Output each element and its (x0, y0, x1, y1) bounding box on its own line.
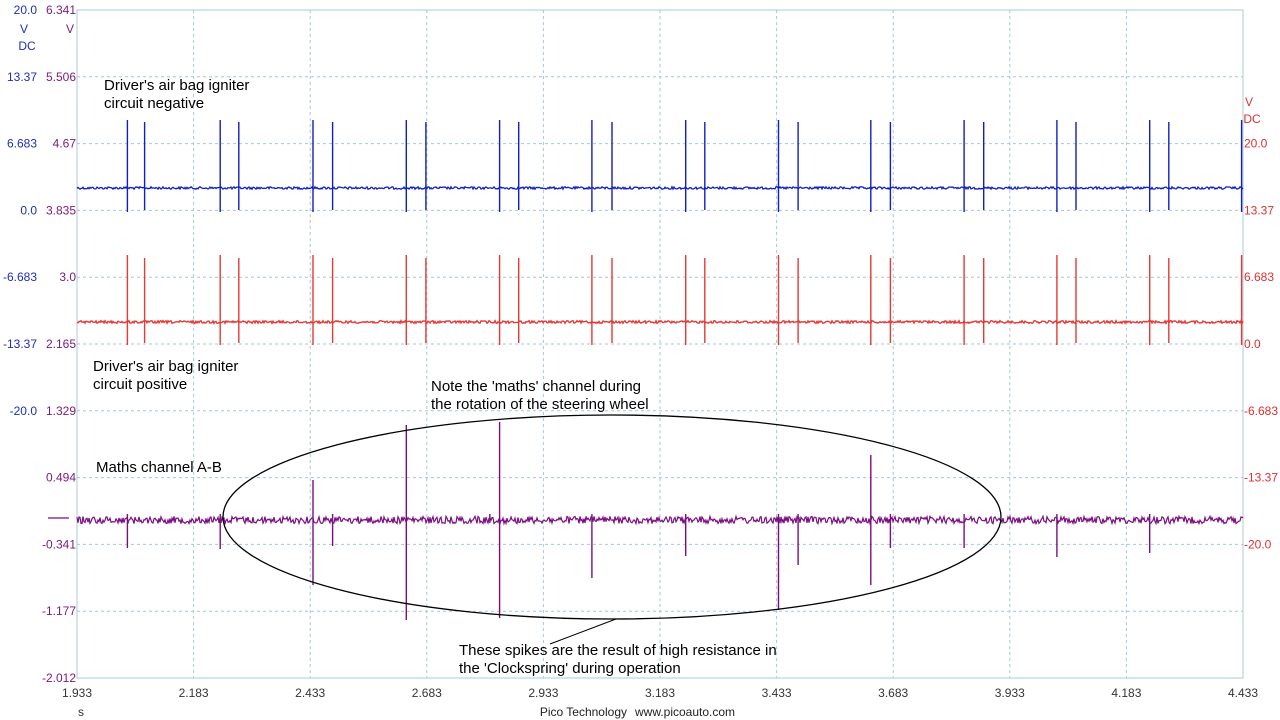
left-inner-axis: 6.341 5.506 4.67 3.835 3.0 2.165 1.329 0.494 -0.… (42, 3, 76, 685)
trace-baseline (76, 318, 1244, 326)
x-tick-label: 2.683 (412, 686, 442, 700)
maths-label: Maths channel A-B (96, 459, 222, 476)
trace-baseline (76, 514, 1244, 526)
x-tick-label: 4.433 (1228, 686, 1258, 700)
axis-tick-label: -2.012 (42, 671, 76, 685)
left-outer-unit2: DC (18, 39, 36, 53)
note-line1: Note the 'maths' channel during (431, 378, 641, 395)
footer-url: www.picoauto.com (634, 705, 735, 719)
axis-tick-label: 1.329 (46, 404, 76, 418)
footer-brand: Pico Technology (540, 705, 627, 719)
trace-baseline (76, 185, 1244, 191)
negative-label-line2: circuit negative (104, 95, 204, 112)
right-axis: 20.0 13.37 6.683 0.0 -6.683 -13.37 -20.0 (1244, 137, 1278, 552)
right-unit: V (1245, 95, 1253, 109)
left-outer-axis: 20.0 13.37 6.683 0.0 -6.683 -13.37 -20.0 (3, 3, 37, 418)
axis-tick-label: 6.683 (7, 137, 37, 151)
traces (76, 120, 1244, 620)
x-tick-label: 2.433 (295, 686, 325, 700)
axis-tick-label: 0.494 (46, 471, 76, 485)
axis-tick-label: -13.37 (3, 337, 37, 351)
grid (76, 9, 1244, 679)
axis-tick-label: 20.0 (1244, 137, 1268, 151)
x-tick-label: 2.933 (528, 686, 558, 700)
axis-tick-label: 5.506 (46, 70, 76, 84)
axis-tick-label: 2.165 (46, 337, 76, 351)
x-axis: 1.933 2.183 2.433 2.683 2.933 3.183 3.433 3.683… (62, 686, 1258, 700)
axis-tick-label: -20.0 (10, 404, 38, 418)
positive-label-line2: circuit positive (93, 376, 187, 393)
left-inner-unit: V (66, 22, 74, 36)
axis-tick-label: 13.37 (1244, 203, 1274, 217)
axis-tick-label: 6.683 (1244, 270, 1274, 284)
axis-tick-label: -20.0 (1244, 537, 1272, 551)
x-tick-label: 4.183 (1111, 686, 1141, 700)
x-tick-label: 3.183 (645, 686, 675, 700)
x-axis-unit: s (78, 705, 84, 719)
highlight-ellipse (222, 414, 1002, 620)
axis-tick-label: 3.0 (59, 270, 76, 284)
right-unit2: DC (1243, 112, 1261, 126)
spikes-note-line1: These spikes are the result of high resi… (459, 642, 777, 659)
negative-label-line1: Driver's air bag igniter (104, 77, 249, 94)
x-tick-label: 3.683 (878, 686, 908, 700)
axis-tick-label: 0.0 (1244, 337, 1261, 351)
axis-tick-label: -0.341 (42, 537, 76, 551)
axis-tick-label: 20.0 (14, 3, 38, 17)
annotation-pointer-line (549, 618, 617, 645)
axis-tick-label: -6.683 (1244, 404, 1278, 418)
note-line2: the rotation of the steering wheel (431, 396, 649, 413)
x-tick-label: 3.433 (762, 686, 792, 700)
axis-tick-label: 3.835 (46, 203, 76, 217)
axis-tick-label: 4.67 (53, 137, 77, 151)
spikes-note-line2: the 'Clockspring' during operation (459, 660, 681, 677)
axis-tick-label: -13.37 (1244, 471, 1278, 485)
axis-tick-label: 0.0 (20, 203, 37, 217)
x-tick-label: 3.933 (995, 686, 1025, 700)
axis-tick-label: 6.341 (46, 3, 76, 17)
axis-tick-label: 13.37 (7, 70, 37, 84)
axis-tick-label: -6.683 (3, 270, 37, 284)
x-tick-label: 2.183 (179, 686, 209, 700)
axis-tick-label: -1.177 (42, 604, 76, 618)
x-tick-label: 1.933 (62, 686, 92, 700)
left-outer-unit: V (20, 22, 28, 36)
positive-label-line1: Driver's air bag igniter (93, 358, 238, 375)
